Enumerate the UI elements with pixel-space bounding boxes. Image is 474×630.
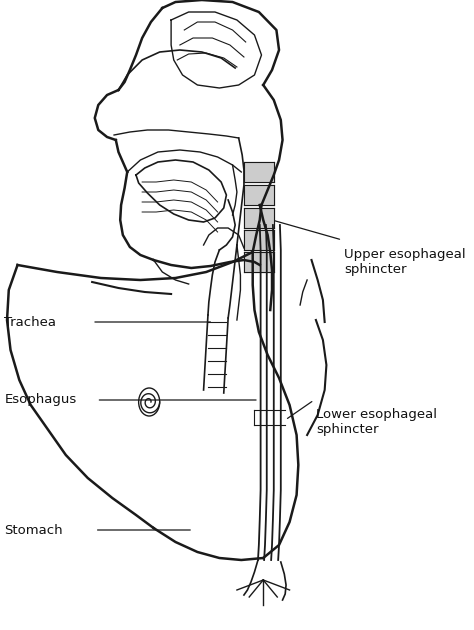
Text: Stomach: Stomach	[4, 524, 63, 537]
Text: Upper esophageal
sphincter: Upper esophageal sphincter	[344, 248, 465, 276]
Text: Esophagus: Esophagus	[4, 394, 77, 406]
Text: Lower esophageal
sphincter: Lower esophageal sphincter	[316, 408, 437, 436]
Text: Trachea: Trachea	[4, 316, 56, 328]
